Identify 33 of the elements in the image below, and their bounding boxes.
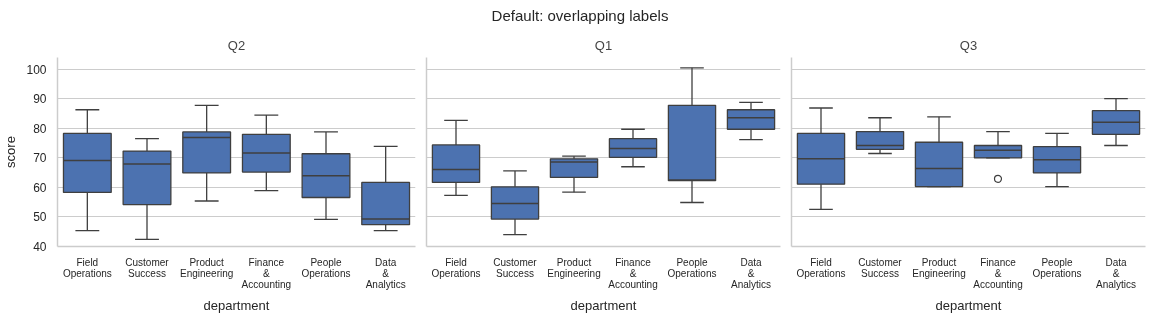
x-tick-label: Data & Analytics [1095, 256, 1137, 290]
chart-title: Q1 [594, 37, 613, 53]
x-tick-label: Field Operations [431, 256, 481, 279]
chart-title: Q2 [227, 37, 246, 53]
x-tick-label: Product Engineering [912, 256, 966, 279]
x-tick-label: Customer Success [858, 256, 903, 279]
y-tick-label: 100 [26, 62, 47, 77]
y-tick-label: 80 [33, 121, 47, 136]
x-tick-label: Finance & Accounting [241, 256, 292, 290]
y-tick-label: 40 [33, 240, 47, 254]
text: Default: overlapping labels [490, 6, 670, 26]
x-axis-title: department [203, 297, 270, 313]
x-tick-label: Finance & Accounting [608, 256, 658, 290]
chart-title: Q3 [959, 37, 978, 53]
x-tick-label: People Operations [1032, 256, 1082, 279]
x-tick-label: Product Engineering [179, 256, 234, 279]
y-tick-label: 60 [33, 180, 47, 195]
x-tick-label: Customer Success [125, 256, 170, 279]
x-tick-label: Customer Success [493, 256, 538, 279]
x-tick-label: Field Operations [796, 256, 846, 279]
x-tick-label: Data & Analytics [365, 256, 406, 290]
x-tick-label: Finance & Accounting [973, 256, 1023, 290]
x-tick-label: People Operations [301, 256, 351, 279]
x-tick-label: People Operations [667, 256, 717, 279]
y-tick-label: 70 [33, 151, 47, 166]
x-axis-title: department [935, 297, 1002, 313]
y-tick-label: 50 [33, 210, 47, 225]
x-axis-title: department [570, 297, 637, 313]
y-tick-label: 90 [33, 92, 47, 107]
x-tick-label: Product Engineering [547, 256, 601, 279]
x-tick-label: Field Operations [62, 256, 112, 279]
y-axis-title: score [3, 136, 19, 168]
x-tick-label: Data & Analytics [730, 256, 772, 290]
